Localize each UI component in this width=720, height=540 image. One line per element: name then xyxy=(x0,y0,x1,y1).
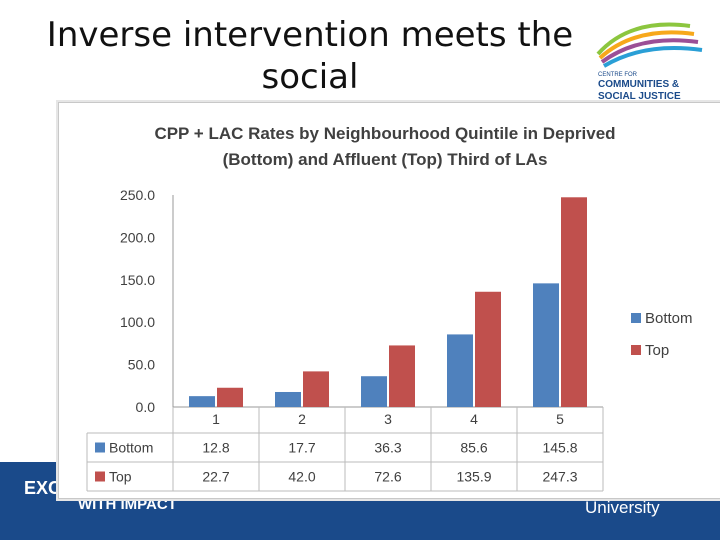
bar-bottom-2 xyxy=(275,391,301,407)
bar-top-4 xyxy=(475,291,501,407)
x-tick-label: 5 xyxy=(556,411,564,427)
bar-top-2 xyxy=(303,371,329,407)
footer-university: University xyxy=(585,498,660,517)
bar-bottom-1 xyxy=(189,396,215,407)
legend-label: Top xyxy=(645,342,669,359)
slide-title-line1: Inverse intervention meets the social xyxy=(46,15,574,97)
bar-top-1 xyxy=(217,387,243,407)
data-label: 36.3 xyxy=(374,440,401,456)
x-tick-label: 4 xyxy=(470,411,478,427)
bar-top-5 xyxy=(561,197,587,407)
chart-container: CPP + LAC Rates by Neighbourhood Quintil… xyxy=(58,102,720,499)
y-tick-label: 0.0 xyxy=(136,399,156,415)
legend-key-top xyxy=(631,345,641,355)
y-tick-label: 200.0 xyxy=(120,229,155,245)
data-label: 12.8 xyxy=(202,440,229,456)
footer-left-text: EXC xyxy=(24,478,62,498)
chart-title-line1: CPP + LAC Rates by Neighbourhood Quintil… xyxy=(154,124,615,143)
bar-bottom-4 xyxy=(447,334,473,407)
data-label: 22.7 xyxy=(202,469,229,485)
footer-tagline: WITH IMPACT xyxy=(78,496,177,513)
y-tick-label: 250.0 xyxy=(120,187,155,203)
table-key-bottom xyxy=(95,442,105,453)
data-label: 42.0 xyxy=(288,469,315,485)
y-tick-label: 50.0 xyxy=(128,357,155,373)
logo-text-bottom: SOCIAL JUSTICE xyxy=(598,91,681,102)
bar-bottom-3 xyxy=(361,376,387,407)
data-label: 145.8 xyxy=(542,440,577,456)
y-tick-label: 100.0 xyxy=(120,314,155,330)
data-label: 85.6 xyxy=(460,440,487,456)
data-label: 247.3 xyxy=(542,469,577,485)
table-key-top xyxy=(95,471,105,482)
logo-text-top: CENTRE FOR xyxy=(598,72,638,78)
bar-top-3 xyxy=(389,345,415,407)
table-series-name: Top xyxy=(109,469,132,485)
x-tick-label: 2 xyxy=(298,411,306,427)
legend-key-bottom xyxy=(631,313,641,323)
bar-bottom-5 xyxy=(533,283,559,407)
x-tick-label: 1 xyxy=(212,411,220,427)
centre-logo: CENTRE FOR COMMUNITIES & SOCIAL JUSTICE xyxy=(596,22,703,102)
data-label: 17.7 xyxy=(288,440,315,456)
data-label: 72.6 xyxy=(374,469,401,485)
table-series-name: Bottom xyxy=(109,440,153,456)
logo-text-mid: COMMUNITIES & xyxy=(598,79,679,90)
legend-label: Bottom xyxy=(645,310,693,327)
data-label: 135.9 xyxy=(456,469,491,485)
y-tick-label: 150.0 xyxy=(120,272,155,288)
chart-title-line2: (Bottom) and Affluent (Top) Third of LAs xyxy=(223,150,548,169)
bar-chart: CPP + LAC Rates by Neighbourhood Quintil… xyxy=(86,124,693,492)
slide-title: Inverse intervention meets the social gr… xyxy=(0,14,620,140)
x-tick-label: 3 xyxy=(384,411,392,427)
